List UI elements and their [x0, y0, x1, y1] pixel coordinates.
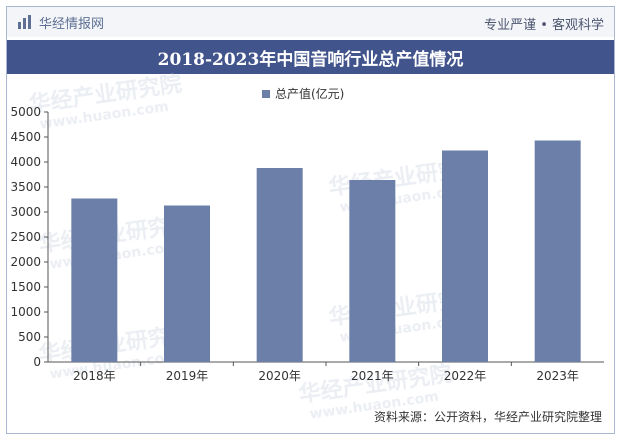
x-tick-label: 2020年 [258, 369, 301, 383]
legend-label: 总产值(亿元) [275, 87, 345, 101]
y-tick-label: 4000 [10, 155, 41, 169]
x-tick-label: 2021年 [351, 369, 394, 383]
bar [256, 168, 303, 362]
y-tick-label: 5000 [10, 105, 41, 119]
brand-name: 华经情报网 [39, 16, 105, 32]
y-tick-label: 2500 [10, 230, 41, 244]
bar [164, 205, 210, 362]
top-bar: 华经情报网 专业严谨 • 客观科学 [7, 7, 614, 37]
bars [71, 140, 581, 362]
y-tick-label: 500 [18, 330, 41, 344]
y-tick-label: 1000 [10, 305, 41, 319]
y-tick-label: 4500 [10, 130, 41, 144]
source-note: 资料来源：公开资料，华经产业研究院整理 [373, 410, 602, 424]
bar [534, 140, 581, 362]
title-bar: 2018-2023年中国音响行业总产值情况 [7, 40, 614, 74]
bar [349, 180, 396, 362]
x-tick-label: 2022年 [444, 369, 487, 383]
chart-frame: 华经情报网 专业严谨 • 客观科学 2018-2023年中国音响行业总产值情况 … [6, 6, 615, 434]
chart-title: 2018-2023年中国音响行业总产值情况 [157, 49, 464, 70]
chart-bars-icon [18, 15, 31, 29]
legend: 总产值(亿元) [262, 85, 344, 102]
y-tick-label: 2000 [10, 255, 41, 269]
y-tick-label: 0 [33, 355, 41, 369]
bar [71, 198, 118, 362]
brand: 华经情报网 [17, 13, 105, 32]
y-tick-label: 3500 [10, 180, 41, 194]
y-tick-label: 1500 [10, 280, 41, 294]
tagline: 专业严谨 • 客观科学 [484, 18, 604, 33]
y-tick-label: 3000 [10, 205, 41, 219]
x-tick-label: 2018年 [73, 369, 116, 383]
x-tick-label: 2019年 [166, 369, 209, 383]
legend-swatch [262, 89, 270, 98]
bar [442, 150, 488, 362]
x-tick-label: 2023年 [536, 369, 579, 383]
axes: 0 500 1000 1500 2000 2500 3000 3500 4000 4500 5000… [10, 105, 604, 383]
